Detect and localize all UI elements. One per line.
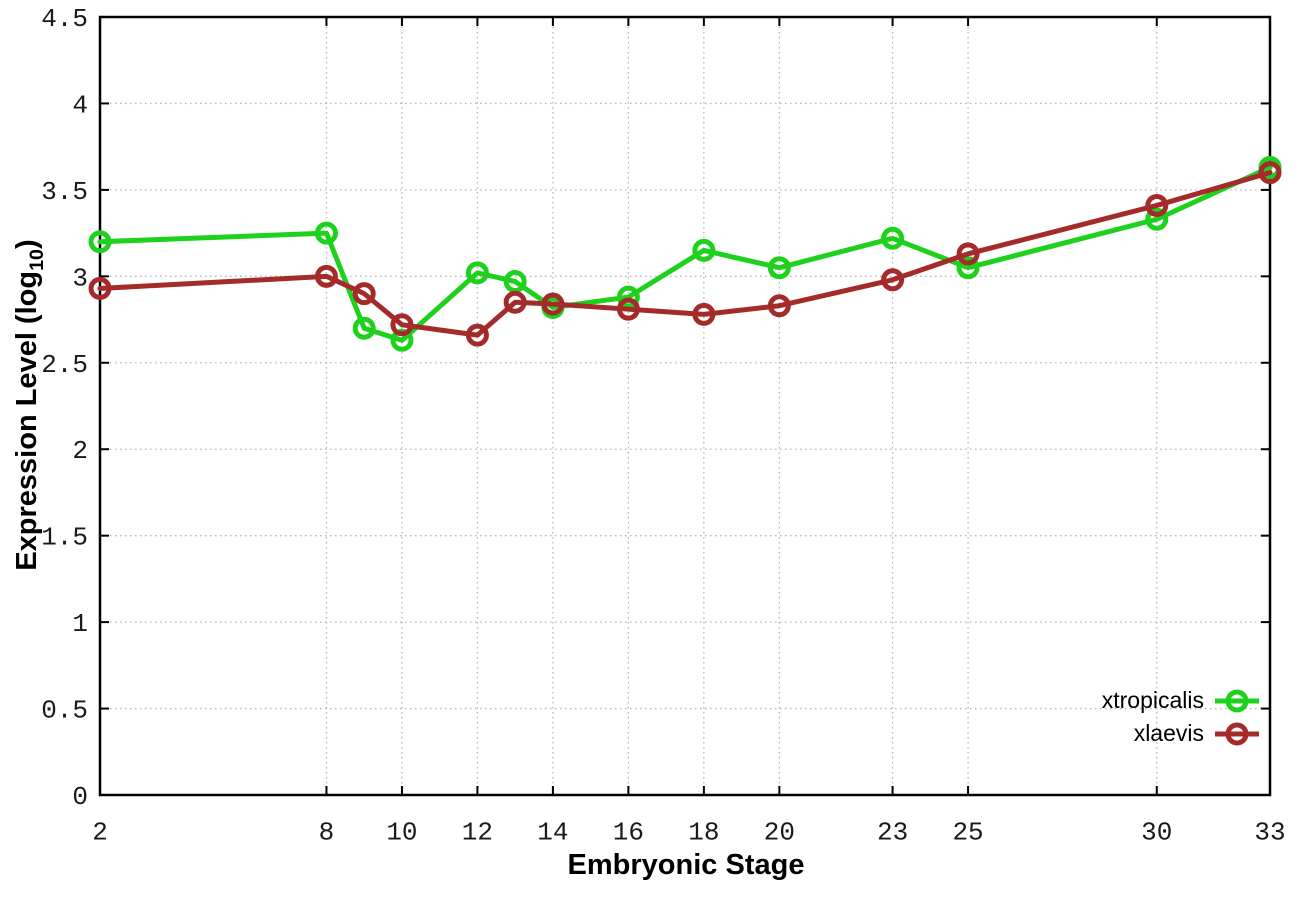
svg-text:33: 33 <box>1254 818 1285 848</box>
svg-text:2.5: 2.5 <box>41 350 88 380</box>
svg-text:4.5: 4.5 <box>41 4 88 34</box>
svg-text:12: 12 <box>462 818 493 848</box>
svg-text:4: 4 <box>72 90 88 120</box>
y-axis-title-prefix: Expression Level (log <box>11 270 44 571</box>
svg-text:20: 20 <box>764 818 795 848</box>
svg-text:8: 8 <box>319 818 335 848</box>
legend: xtropicalis xlaevis <box>1102 684 1260 750</box>
x-axis-title: Embryonic Stage <box>567 849 805 881</box>
svg-text:3: 3 <box>72 263 88 293</box>
svg-text:1: 1 <box>72 609 88 639</box>
y-axis-title: Expression Level (log10) <box>11 239 49 570</box>
svg-text:0: 0 <box>72 782 88 812</box>
y-axis-title-subscript: 10 <box>25 248 48 271</box>
svg-text:10: 10 <box>386 818 417 848</box>
svg-text:3.5: 3.5 <box>41 177 88 207</box>
xlaevis-line-marker-icon <box>1215 722 1259 745</box>
svg-text:18: 18 <box>688 818 719 848</box>
legend-row-xtropicalis: xtropicalis <box>1102 684 1260 717</box>
svg-text:16: 16 <box>613 818 644 848</box>
svg-text:25: 25 <box>952 818 983 848</box>
xtropicalis-line-marker-icon <box>1215 689 1259 712</box>
svg-text:2: 2 <box>72 436 88 466</box>
legend-label-xtropicalis: xtropicalis <box>1101 687 1204 713</box>
legend-row-xlaevis: xlaevis <box>1102 717 1260 750</box>
svg-text:2: 2 <box>92 818 108 848</box>
svg-text:14: 14 <box>537 818 568 848</box>
y-axis-title-suffix: ) <box>11 239 44 249</box>
svg-text:23: 23 <box>877 818 908 848</box>
svg-text:30: 30 <box>1141 818 1172 848</box>
svg-text:0.5: 0.5 <box>41 696 88 726</box>
legend-label-xlaevis: xlaevis <box>1133 720 1204 746</box>
svg-text:1.5: 1.5 <box>41 523 88 553</box>
